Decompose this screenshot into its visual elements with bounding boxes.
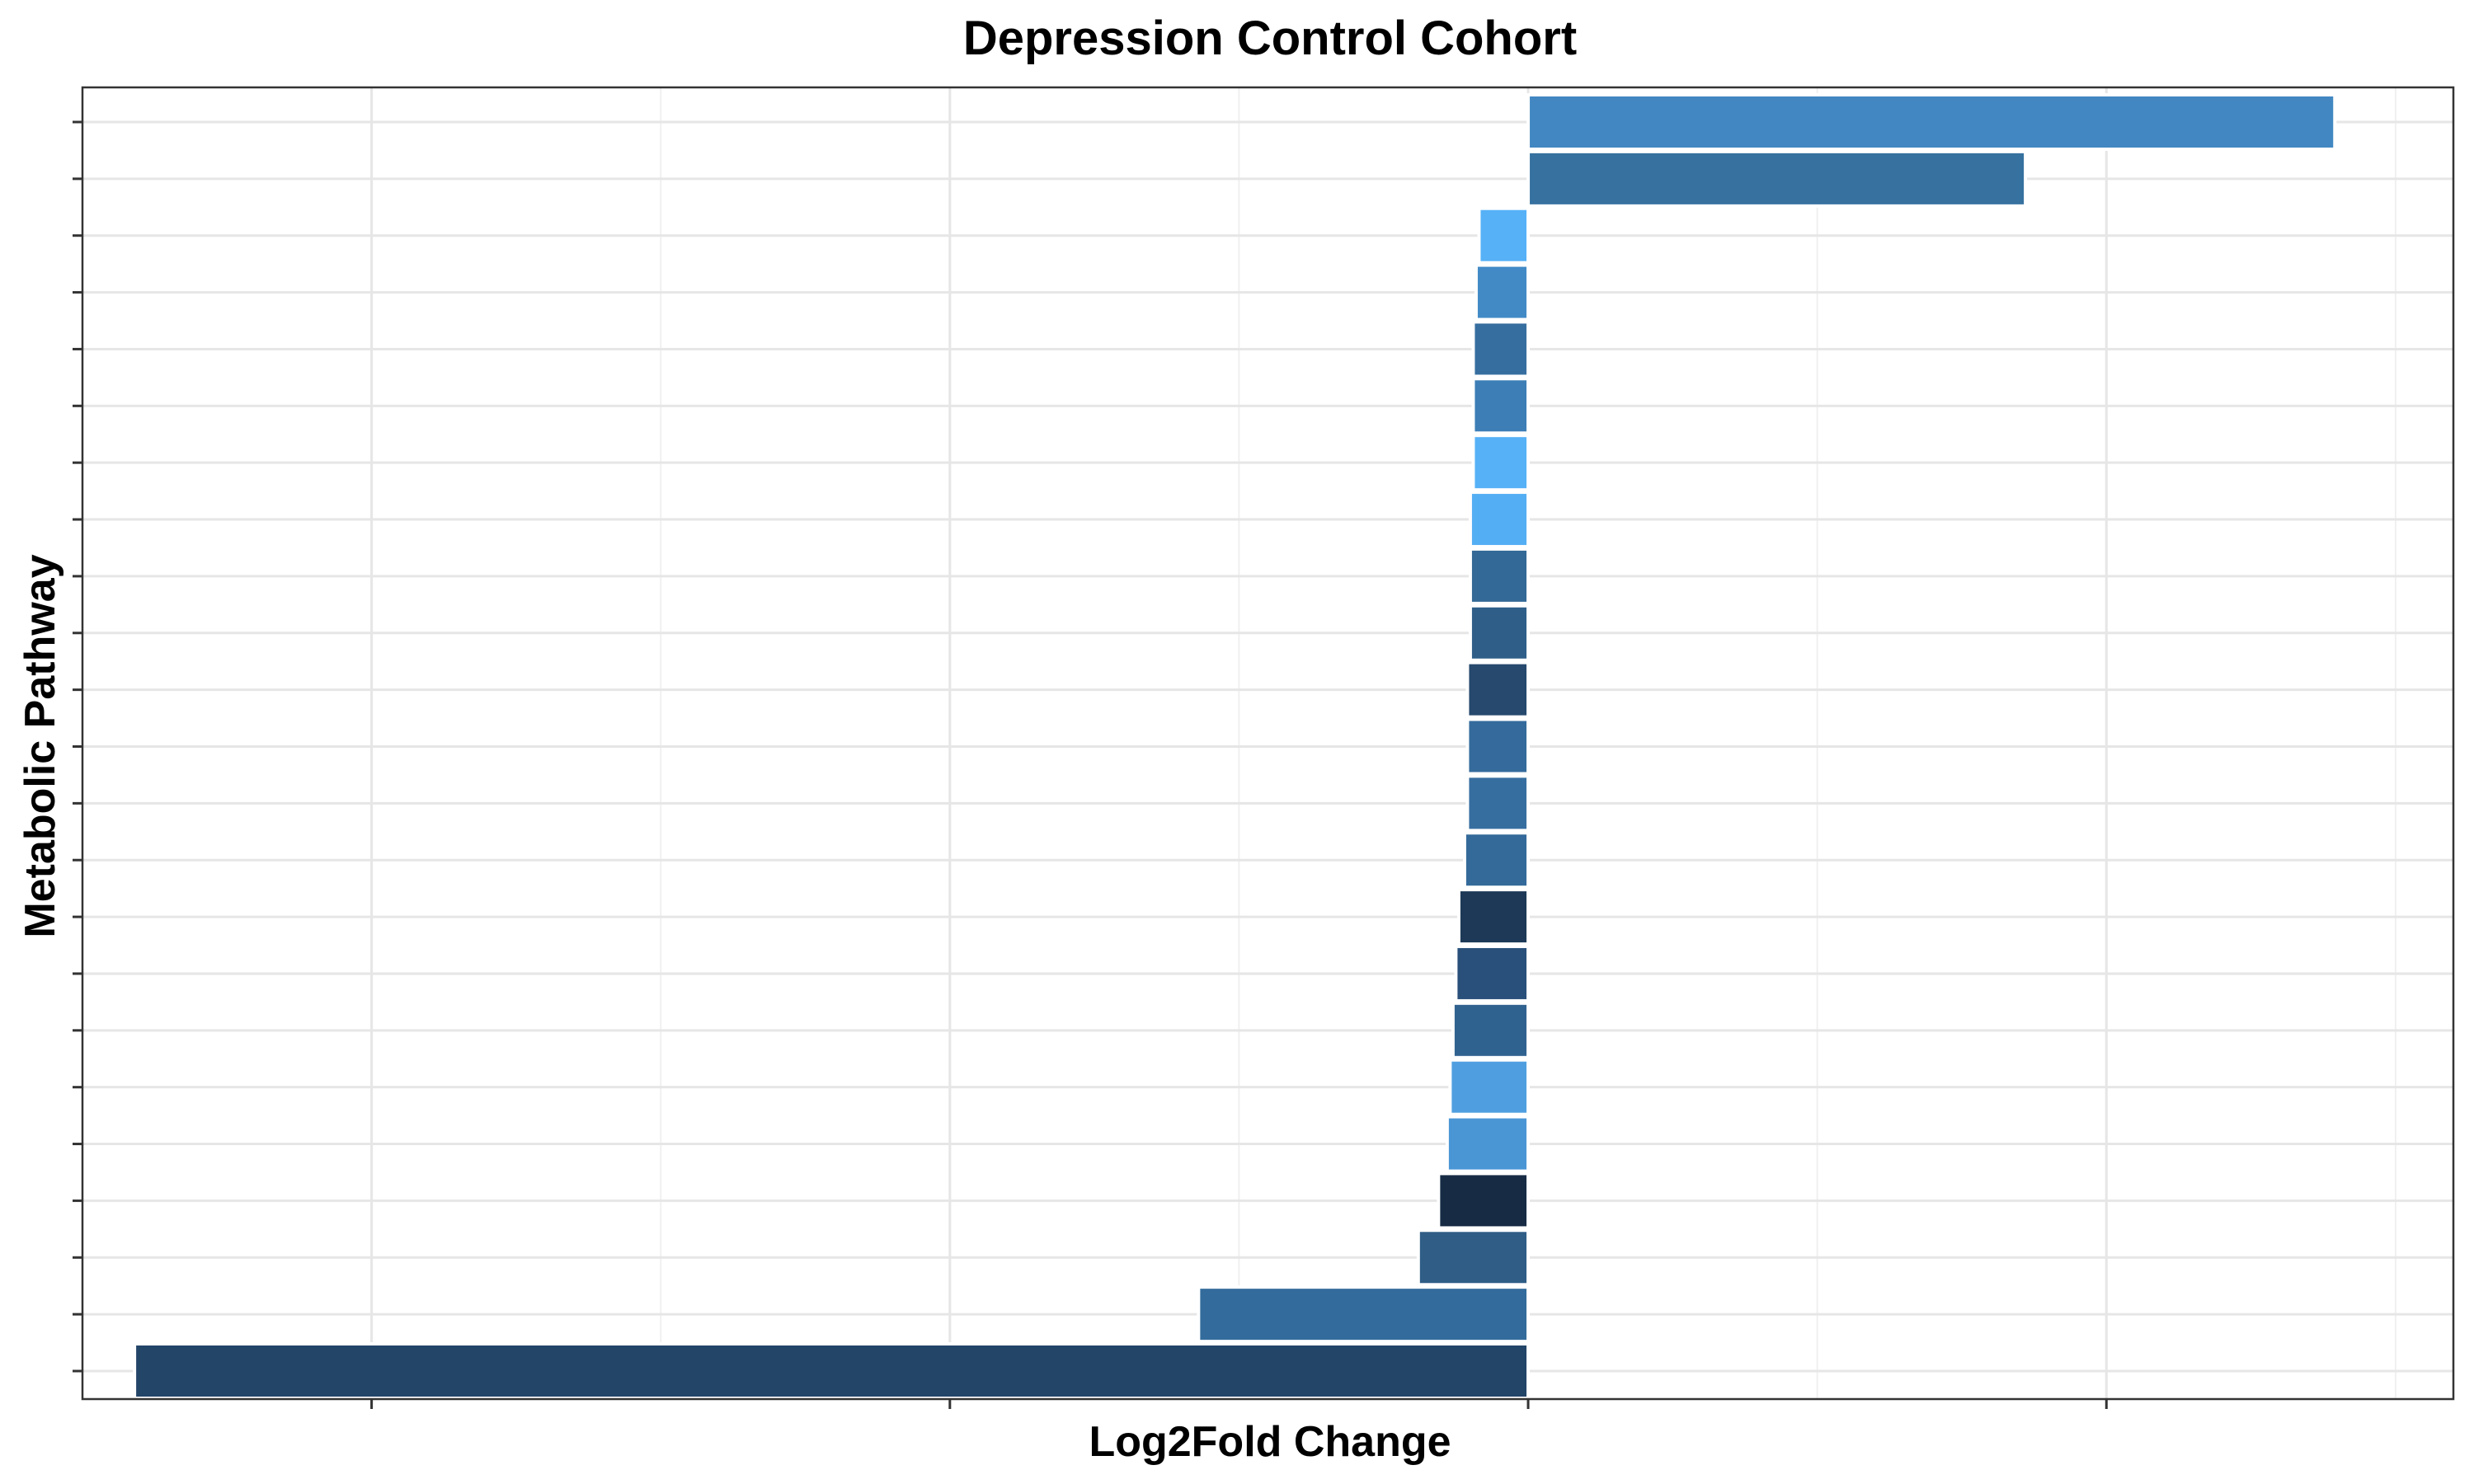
bar	[1451, 1001, 1531, 1059]
plot-panel-border	[81, 86, 2455, 1401]
bar	[1456, 888, 1531, 946]
bar	[1465, 717, 1531, 776]
bar	[1471, 320, 1531, 378]
bar	[1468, 547, 1531, 605]
bar	[1526, 149, 2028, 208]
bar	[1437, 1172, 1531, 1230]
bar	[1468, 491, 1531, 549]
bar	[1448, 1058, 1531, 1116]
bar	[1416, 1228, 1531, 1287]
grid	[82, 87, 2453, 1399]
bar	[1465, 660, 1531, 719]
bars	[133, 93, 2337, 1400]
x-axis-label: Log2Fold Change	[1089, 1418, 1451, 1466]
y-axis-label: Metabolic Pathway	[16, 554, 64, 937]
bar	[133, 1342, 1531, 1400]
bar	[1526, 93, 2337, 151]
bar	[1462, 831, 1531, 890]
bar	[1445, 1115, 1531, 1173]
bar	[1465, 774, 1531, 833]
bar	[1471, 434, 1531, 492]
chart-title: Depression Control Cohort	[963, 12, 1577, 65]
bar	[1454, 944, 1531, 1003]
axis-ticks	[73, 120, 2108, 1409]
bar	[1471, 377, 1531, 435]
bar	[1477, 206, 1531, 265]
bar	[1468, 603, 1531, 662]
bar	[1474, 263, 1531, 322]
bar	[1197, 1285, 1531, 1344]
